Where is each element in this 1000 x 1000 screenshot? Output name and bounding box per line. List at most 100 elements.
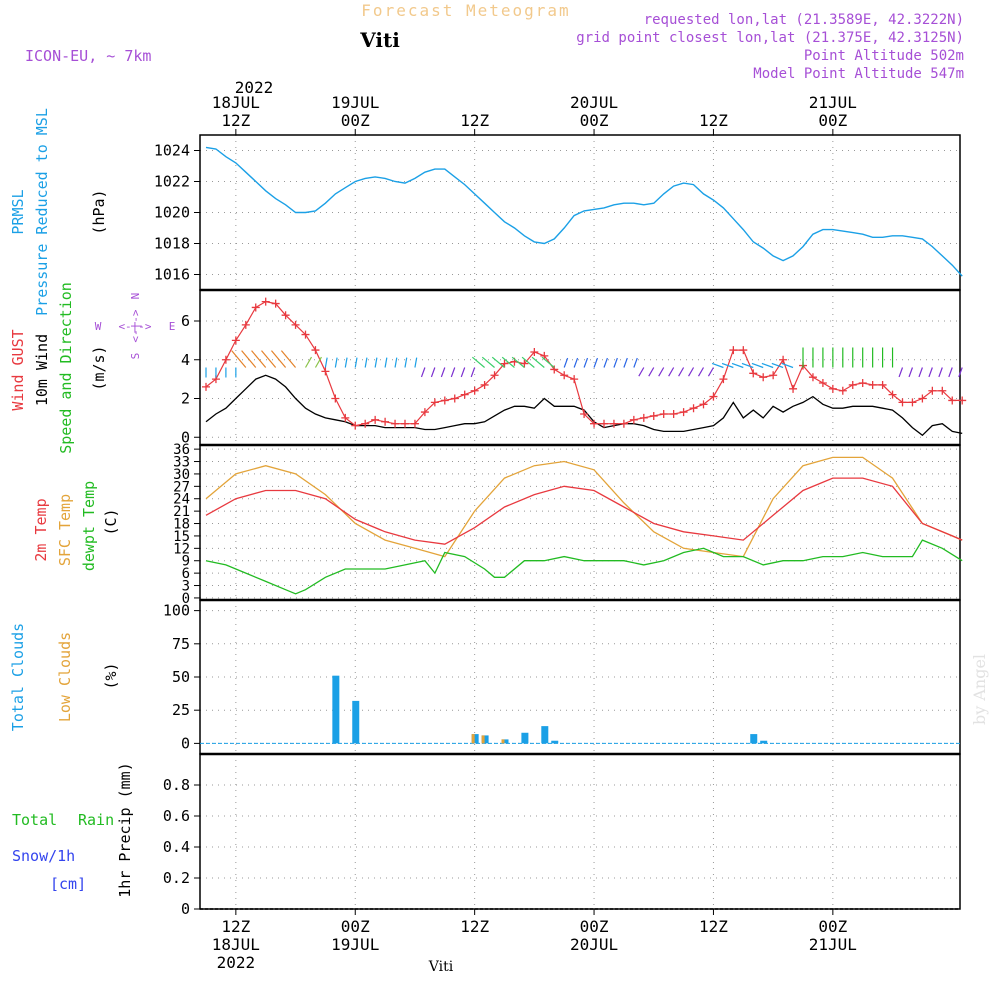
wind-gust-marker [331,394,340,403]
y-tick-label: 24 [173,492,190,508]
model-label: ICON-EU, ~ 7km [25,47,151,65]
x-tick-label-bottom: 19JUL [331,935,379,954]
wind-direction-arrow [414,357,418,368]
wind-gust-marker [560,371,569,380]
wind-gust-marker [600,419,608,428]
x-tick-label-bottom: 18JUL [212,935,260,954]
point-altitude: Point Altitude 502m [804,48,964,64]
wind-gust-marker [221,355,230,364]
y-tick-label: 21 [173,504,190,520]
wind-gust-marker [351,421,360,430]
model-altitude: Model Point Altitude 547m [753,66,964,82]
y-tick-label: 0 [182,591,190,607]
x-tick-label-bottom: 00Z [818,917,847,936]
wind-direction-arrow [603,357,608,368]
clouds-unit-label: (%) [102,662,120,689]
wind-gust-marker [371,415,380,424]
wind-gust-marker [440,396,449,405]
y-tick-label: 30 [173,467,190,483]
low-clouds-label: Low Clouds [56,632,74,722]
wind-gust-marker [550,365,559,374]
x-tick-label-top: 00Z [341,111,370,130]
panel-frame [199,753,961,910]
wind-gust-marker [420,408,429,417]
wind-gust-marker [301,330,310,339]
wind-direction-arrow [948,367,953,378]
wind-gust-marker [281,311,290,320]
x-tick-label-bottom: 21JUL [809,935,857,954]
wind-gust-marker [848,380,857,389]
wind-direction-arrow [623,357,628,368]
wind-gust-marker [838,386,847,395]
grid-point-coords: grid point closest lon,lat (21.375E, 42.… [576,30,964,46]
wind-direction-arrow [481,356,495,368]
panel-frame [199,289,961,446]
wind-gust-marker [639,413,648,422]
wind-gust-marker [808,373,817,382]
wind-direction-arrow [314,356,322,368]
wind-gust-marker [341,413,350,422]
wind-direction-arrow [501,356,515,368]
wind-direction-arrow [613,357,618,368]
wind-direction-arrow [958,367,963,378]
y-tick-label: 6 [182,566,190,582]
low-cloud-bar [481,735,485,744]
y-tick-label: 0.6 [163,807,190,825]
total-cloud-bar [352,700,360,744]
y-tick-label: 33 [173,455,190,471]
compass-vertical: <-|-> [129,309,142,342]
low-cloud-bar [501,739,505,744]
pressure-unit-label: (hPa) [90,189,108,234]
wind-direction-arrow [470,367,476,378]
wind-gust-marker [898,398,907,407]
wind-gust-marker [520,359,529,368]
wind-direction-arrow [697,367,705,377]
y-tick-label: 36 [173,442,190,458]
wind-gust-marker [291,320,300,329]
wind-direction-arrow [440,367,446,378]
chart-marks: 1016101810201022102402460369121518212427… [9,93,967,972]
wind-direction-arrow [374,357,378,368]
y-tick-label: 0.4 [163,838,190,856]
wind-direction-arrow [491,356,505,368]
total-cloud-bar [760,740,768,744]
wind-direction-arrow [251,350,267,368]
wind-direction-arrow [668,367,675,377]
wind-gust-marker [779,355,788,364]
wind-direction-arrow [394,357,398,368]
wind-direction-arrow [471,356,485,368]
total-cloud-bar [750,734,758,744]
x-tick-label-bottom: 00Z [580,917,609,936]
x-tick-label-bottom: 20JUL [570,935,618,954]
wind-direction-arrow [384,357,388,368]
pressure-line [205,146,963,277]
wind-direction-arrow [633,357,638,368]
wind-direction-arrow [688,367,695,377]
pressure-label-2: Pressure Reduced to MSL [33,108,51,316]
wind-direction-label: Speed and Direction [57,282,75,454]
sfc-temp-line [205,456,963,558]
snow-unit-label: [cm] [50,875,86,893]
wind-direction-arrow [563,357,569,368]
x-tick-label-bottom: 12Z [699,917,728,936]
panel-5: 0 0.2 0.4 0.6 0.8 [163,753,961,918]
wind-gust-marker [789,384,798,393]
wind-unit-label: (m/s) [90,345,108,390]
precip-unit-label: 1hr Precip (mm) [116,762,134,897]
wind-direction-arrow [404,357,408,368]
wind-gust-marker [311,346,320,355]
wind-gust-marker [450,394,459,403]
y-tick-label: 0 [181,428,190,446]
x-tick-label-top: 00Z [580,111,609,130]
top-year-label: 2022 [235,78,274,97]
wind-direction-arrow [638,367,645,377]
x-tick-label-top: 12Z [699,111,728,130]
wind-gust-marker [391,419,400,428]
requested-coords: requested lon,lat (21.3589E, 42.3222N) [644,12,964,28]
y-tick-label: 1020 [154,204,190,222]
compass-north: N [129,293,142,300]
sfc-temp-label: SFC Temp [56,494,74,566]
total-clouds-label: Total Clouds [9,623,27,731]
wind-direction-arrow [938,367,943,378]
wind-label: 10m Wind [33,334,51,406]
